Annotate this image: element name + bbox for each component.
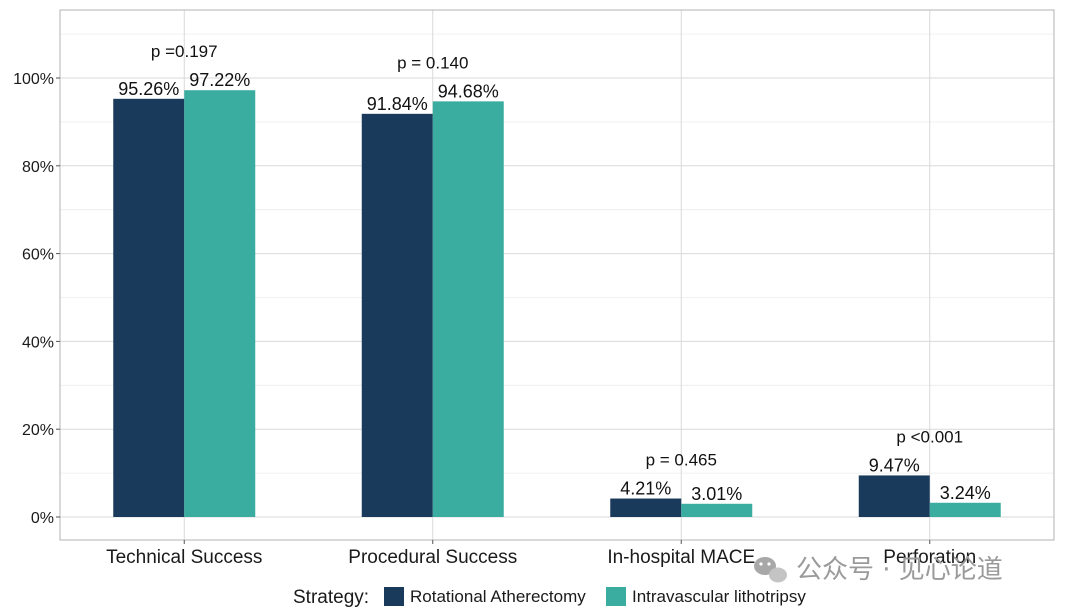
legend-swatch-intravascular-lithotripsy: [606, 587, 626, 606]
data-label: 4.21%: [620, 479, 671, 499]
y-tick-label: 0%: [31, 510, 54, 527]
bar-rotational-atherectomy: [361, 113, 433, 518]
y-tick-label: 20%: [22, 422, 54, 439]
p-value-label: p =0.197: [151, 42, 218, 61]
legend-title: Strategy:: [293, 587, 369, 608]
data-label: 91.84%: [367, 94, 428, 114]
y-tick-label: 60%: [22, 247, 54, 264]
p-value-label: p <0.001: [896, 427, 963, 446]
bar-intravascular-lithotripsy: [681, 503, 753, 517]
x-tick-label: Perforation: [883, 547, 976, 568]
bar-intravascular-lithotripsy: [184, 90, 256, 518]
x-tick-label: Procedural Success: [348, 547, 517, 568]
bars: [113, 90, 1001, 518]
p-value-labels: p =0.197 p = 0.140 p = 0.465 p <0.001: [151, 42, 963, 469]
data-label: 3.01%: [691, 484, 742, 504]
x-tick-label: In-hospital MACE: [607, 547, 755, 568]
legend-label-intravascular-lithotripsy: Intravascular lithotripsy: [632, 587, 806, 606]
x-axis: Technical Success Procedural Success In-ho…: [106, 540, 976, 568]
watermark: 公众号 · 见心论道: [754, 555, 1003, 585]
p-value-label: p = 0.140: [397, 53, 468, 72]
legend: Strategy: Rotational Atherectomy Intrava…: [293, 587, 806, 608]
x-tick-label: Technical Success: [106, 547, 262, 568]
bar-intravascular-lithotripsy: [929, 502, 1001, 517]
bar-rotational-atherectomy: [858, 475, 930, 517]
bar-rotational-atherectomy: [113, 98, 185, 518]
y-tick-label: 100%: [13, 71, 54, 88]
data-label: 9.47%: [869, 455, 920, 475]
legend-label-rotational-atherectomy: Rotational Atherectomy: [410, 587, 586, 606]
bar-intravascular-lithotripsy: [432, 101, 504, 517]
value-labels: 95.26% 97.22% 91.84% 94.68% 4.21% 3.01% 9.47% 3…: [118, 70, 991, 504]
p-value-label: p = 0.465: [646, 451, 717, 470]
data-label: 94.68%: [438, 81, 499, 101]
data-label: 3.24%: [940, 483, 991, 503]
data-label: 95.26%: [118, 79, 179, 99]
plot-panel-border: [59, 9, 1055, 541]
y-axis: 0% 20% 40% 60% 80% 100%: [13, 71, 60, 527]
watermark-text: 公众号 · 见心论道: [796, 555, 1003, 585]
bar-rotational-atherectomy: [610, 498, 682, 517]
y-tick-label: 80%: [22, 159, 54, 176]
data-label: 97.22%: [189, 70, 250, 90]
y-tick-label: 40%: [22, 334, 54, 351]
wechat-icon: [754, 557, 787, 583]
legend-swatch-rotational-atherectomy: [384, 587, 404, 606]
